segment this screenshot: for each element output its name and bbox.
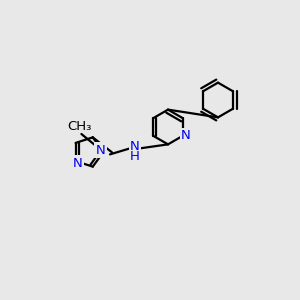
- Text: N: N: [73, 157, 82, 169]
- Text: CH₃: CH₃: [67, 121, 92, 134]
- Text: N: N: [181, 129, 191, 142]
- Text: H: H: [130, 150, 140, 163]
- Text: N: N: [95, 143, 105, 157]
- Text: N: N: [130, 140, 140, 153]
